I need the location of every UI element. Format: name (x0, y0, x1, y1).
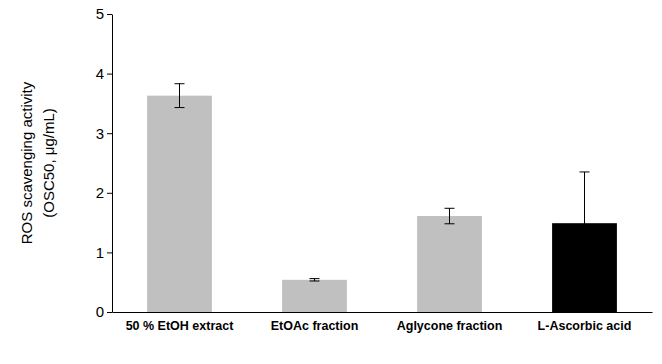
x-tick: L-Ascorbic acid (538, 319, 632, 333)
y-axis-title: ROS scavenging activity (18, 81, 35, 244)
bar (282, 280, 347, 312)
y-tick: 3 (96, 125, 112, 142)
x-axis-line (113, 312, 653, 313)
error-bar-line (449, 208, 450, 223)
y-tick-mark (107, 312, 112, 313)
error-bar-line (310, 281, 320, 282)
error-bar (580, 172, 590, 275)
y-tick-mark (107, 252, 112, 253)
error-bar (175, 84, 185, 108)
y-tick-label: 2 (96, 184, 104, 201)
y-tick: 2 (96, 184, 112, 201)
y-tick: 4 (96, 65, 112, 82)
y-tick-mark (107, 74, 112, 75)
y-tick-mark (107, 14, 112, 15)
y-tick-mark (107, 133, 112, 134)
error-bar (310, 279, 320, 281)
chart: 0 1 2 3 4 5 50 % EtOH extract EtOAc fraction Agl… (0, 0, 662, 364)
error-bar-line (584, 172, 585, 275)
y-tick-label: 0 (96, 303, 104, 320)
y-axis-title: (OSC50, μg/mL) (40, 108, 57, 218)
y-tick-label: 1 (96, 244, 104, 261)
error-bar-line (175, 107, 185, 108)
y-tick-label: 4 (96, 65, 104, 82)
error-bar-line (445, 223, 455, 224)
y-tick: 0 (96, 303, 112, 320)
bar (147, 96, 212, 312)
marks (147, 84, 617, 312)
error-bar-line (310, 278, 320, 279)
x-tick-label: L-Ascorbic acid (538, 319, 632, 333)
error-bar (445, 208, 455, 223)
error-bar-line (179, 84, 180, 108)
y-tick: 1 (96, 244, 112, 261)
y-tick: 5 (96, 5, 112, 22)
y-tick-label: 3 (96, 125, 104, 142)
y-tick-mark (107, 193, 112, 194)
y-tick-label: 5 (96, 5, 104, 22)
x-tick-label: EtOAc fraction (271, 319, 359, 333)
plot: 0 1 2 3 4 5 50 % EtOH extract EtOAc fraction Agl… (96, 5, 653, 333)
x-tick-label: 50 % EtOH extract (126, 319, 235, 333)
x-tick: EtOAc fraction (271, 319, 359, 333)
y-axis-line (112, 15, 113, 313)
x-tick-label: Aglycone fraction (397, 319, 503, 333)
error-bar-line (445, 208, 455, 209)
x-tick: 50 % EtOH extract (126, 319, 235, 333)
x-axis: 50 % EtOH extract EtOAc fraction Aglycone … (113, 313, 653, 333)
error-bar-line (580, 171, 590, 172)
y-axis: 0 1 2 3 4 5 (96, 5, 113, 320)
error-bar-line (580, 274, 590, 275)
bar (417, 216, 482, 312)
error-bar-line (175, 83, 185, 84)
x-tick: Aglycone fraction (397, 319, 503, 333)
